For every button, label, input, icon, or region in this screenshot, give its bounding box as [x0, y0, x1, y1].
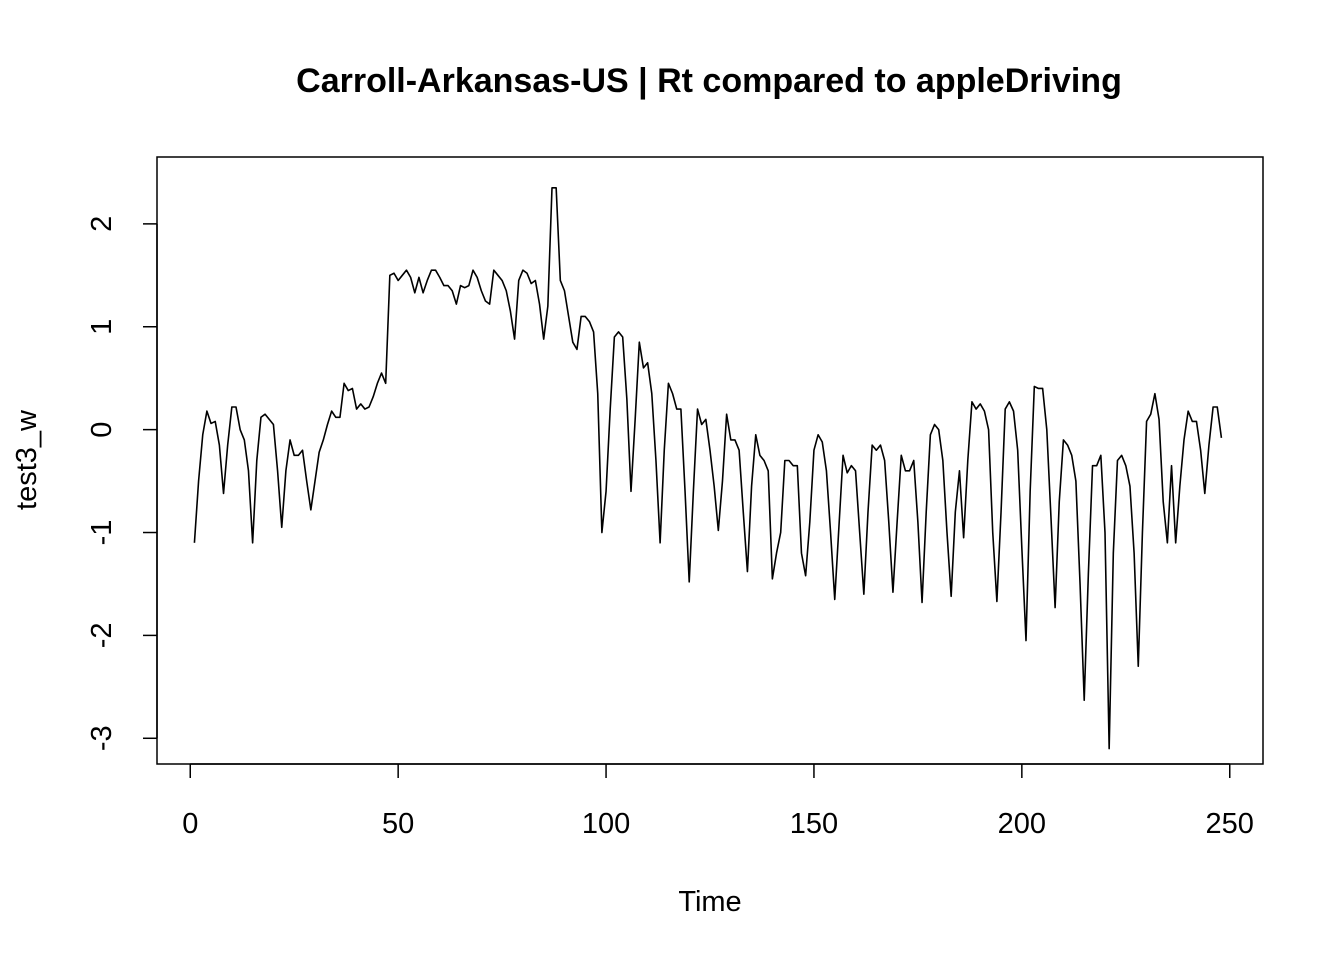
x-tick-label: 50 — [382, 808, 414, 840]
x-tick-label: 100 — [582, 808, 630, 840]
y-tick-label: 1 — [86, 319, 118, 335]
y-tick-label: -3 — [86, 725, 118, 751]
y-tick-label: 2 — [86, 216, 118, 232]
x-tick-label: 250 — [1206, 808, 1254, 840]
series-line — [193, 187, 1223, 750]
x-axis-label: Time — [678, 886, 741, 918]
x-axis: 0 50 100 150 200 250 — [182, 763, 1254, 840]
y-axis: -3 -2 -1 0 1 2 — [86, 216, 158, 751]
y-tick-label: 0 — [86, 422, 118, 438]
y-tick-label: -2 — [86, 622, 118, 648]
chart-title: Carroll-Arkansas-US | Rt compared to app… — [296, 62, 1122, 100]
x-tick-label: 200 — [998, 808, 1046, 840]
x-tick-label: 150 — [790, 808, 838, 840]
y-tick-label: -1 — [86, 520, 118, 546]
y-axis-label: test3_w — [11, 409, 43, 510]
x-tick-label: 0 — [182, 808, 198, 840]
plot-frame — [156, 156, 1264, 765]
